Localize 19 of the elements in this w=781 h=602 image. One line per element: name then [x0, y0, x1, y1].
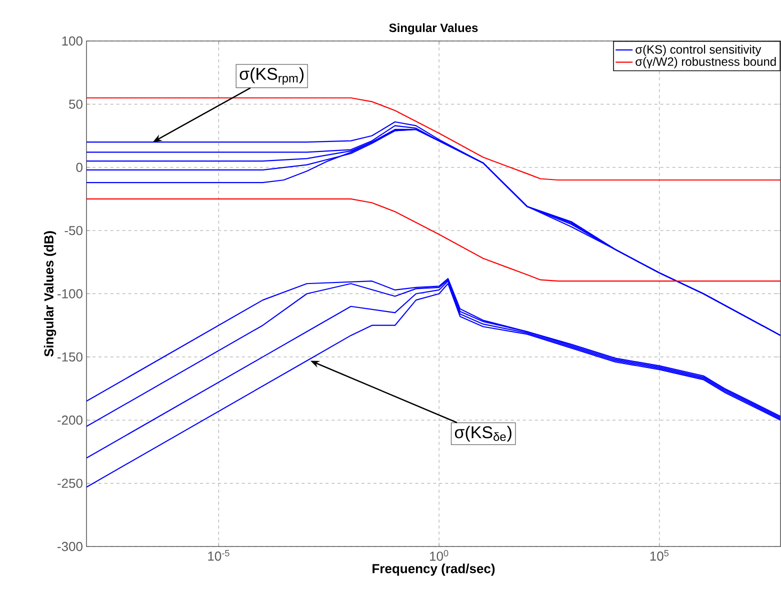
y-axis-title: Singular Values (dB) [44, 231, 56, 357]
y-tick-label: 50 [69, 100, 82, 109]
legend-label: σ(γ/W2) robustness bound [636, 57, 776, 68]
x-axis-title: Frequency (rad/sec) [372, 564, 495, 576]
y-tick-label: -150 [58, 352, 82, 362]
y-tick-label: -50 [64, 226, 82, 236]
y-tick-label: -200 [58, 416, 82, 425]
x-tick-label: 10$^{0}$ [430, 550, 448, 561]
y-tick-label: -100 [58, 289, 82, 298]
annotation: σ(KS$_{δe}$) [454, 426, 512, 442]
annotation: σ(KS$_{rpm}$) [240, 67, 304, 85]
y-tick-label: 0 [76, 162, 82, 172]
y-tick-label: -250 [58, 478, 82, 488]
y-tick-label: -300 [58, 542, 82, 552]
x-tick-label: 10$^{5}$ [650, 550, 669, 561]
chart-title: Singular Values [389, 23, 478, 35]
x-tick-label: 10$^{-5}$ [208, 550, 230, 561]
legend-label: σ(KS) control sensitivity [636, 44, 762, 56]
y-tick-label: 100 [62, 36, 82, 46]
